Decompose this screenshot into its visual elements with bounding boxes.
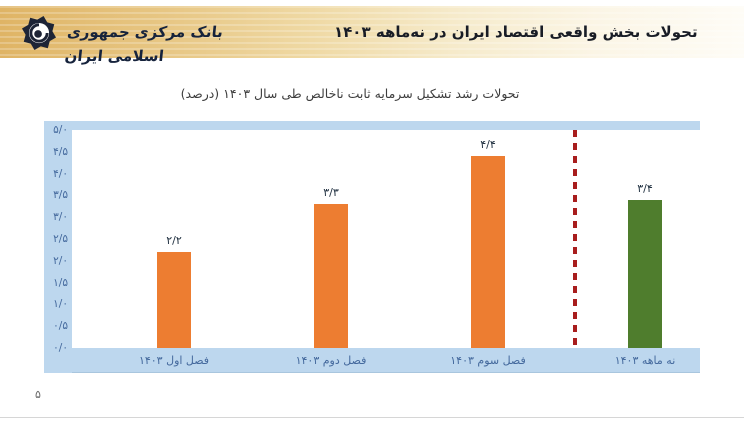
bar (628, 200, 662, 348)
bar-value-label: ۳/۳ (323, 186, 339, 200)
chart-title: تحولات رشد تشکیل سرمایه ثابت ناخالص طی س… (180, 86, 520, 101)
y-tick-label: ۱/۰ (53, 298, 68, 311)
slide-title: تحولات بخش واقعی اقتصاد ایران در نه‌ماهه… (334, 23, 698, 41)
x-axis-band: فصل اول ۱۴۰۳ فصل دوم ۱۴۰۳ فصل سوم ۱۴۰۳ نه م… (72, 348, 700, 373)
x-axis-label: نه ماهه ۱۴۰۳ (614, 354, 676, 367)
central-bank-logo (16, 10, 62, 56)
bank-name-calligraphy: بانک مرکزی جمهوری اسلامی ایران (63, 23, 224, 65)
bar-value-label: ۴/۴ (480, 138, 496, 152)
y-tick-label: ۴/۵ (53, 145, 68, 158)
period-separator-dashed-line (573, 130, 577, 348)
y-tick-label: ۲/۵ (53, 233, 68, 245)
bar (314, 204, 348, 348)
y-tick-label: ۴/۰ (53, 167, 68, 180)
x-axis-label: فصل اول ۱۴۰۳ (138, 354, 210, 367)
x-axis-label: فصل سوم ۱۴۰۳ (450, 354, 526, 367)
bar-value-label: ۲/۲ (166, 234, 182, 248)
slide-bottom-rule (0, 417, 744, 418)
y-axis-band (44, 121, 72, 373)
y-tick-label: ۳/۵ (53, 189, 68, 202)
y-tick-label: ۰/۰ (53, 342, 68, 354)
eight-point-star-seal-icon (21, 15, 57, 51)
y-tick-label: ۵/۰ (53, 124, 68, 136)
page-number: ۵ (35, 388, 41, 401)
plot-top-band (72, 121, 700, 130)
y-tick-label: ۱/۵ (53, 276, 68, 289)
bar (157, 252, 191, 348)
x-axis-label: فصل دوم ۱۴۰۳ (295, 354, 367, 367)
plot-area: ۲/۲ ۳/۳ ۴/۴ ۳/۴ (72, 130, 700, 348)
y-tick-label: ۳/۰ (53, 211, 68, 224)
y-tick-label: ۰/۵ (53, 320, 68, 333)
bar-value-label: ۳/۴ (637, 181, 653, 195)
bar-chart: ۲/۲ ۳/۳ ۴/۴ ۳/۴ فصل اول ۱۴۰۳ فصل دوم ۱۴۰۳ فصل… (44, 121, 700, 373)
bar (471, 156, 505, 348)
y-tick-label: ۲/۰ (53, 254, 68, 267)
header-band: بانک مرکزی جمهوری اسلامی ایران تحولات بخ… (0, 6, 744, 65)
